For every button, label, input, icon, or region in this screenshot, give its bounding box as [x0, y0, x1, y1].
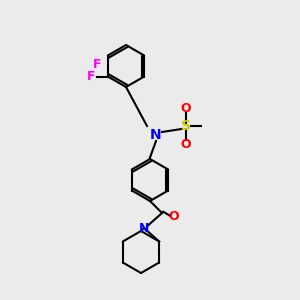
Text: F: F: [93, 58, 102, 71]
Text: O: O: [181, 101, 191, 115]
Text: F: F: [87, 70, 96, 83]
Text: N: N: [139, 221, 149, 235]
Text: O: O: [169, 209, 179, 223]
Text: N: N: [150, 128, 162, 142]
Text: O: O: [181, 137, 191, 151]
Text: S: S: [181, 119, 191, 133]
